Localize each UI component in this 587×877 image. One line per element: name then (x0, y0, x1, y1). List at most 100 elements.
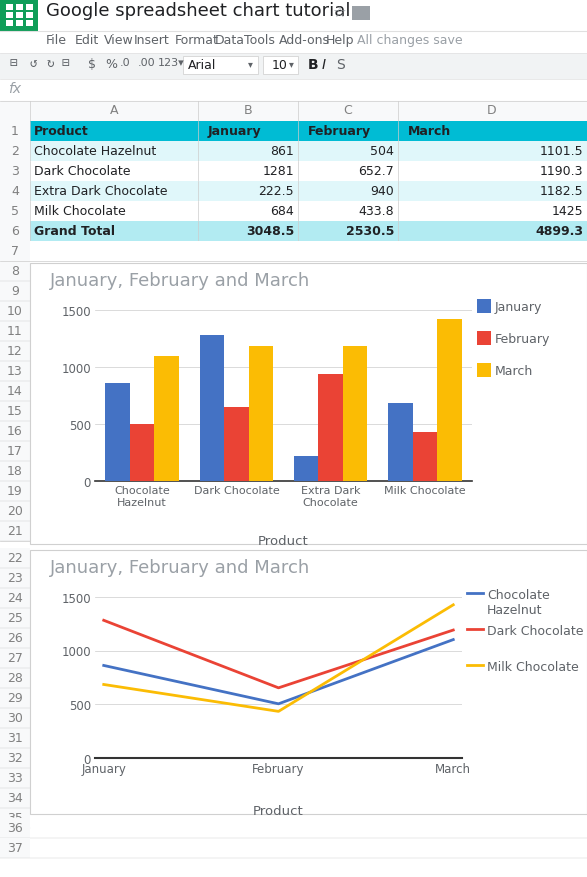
Bar (30, 182, 587, 202)
Text: 8: 8 (11, 265, 19, 278)
Bar (318, 374, 343, 481)
Bar (0, 768, 30, 788)
Text: 28: 28 (7, 671, 23, 684)
Bar (30, 222, 587, 242)
Bar (0, 322, 30, 342)
Text: Chocolate
Hazelnut: Chocolate Hazelnut (487, 588, 550, 617)
Bar (154, 356, 179, 481)
Text: 24: 24 (7, 591, 23, 604)
Bar (0, 609, 30, 628)
Text: March: March (408, 125, 451, 138)
Bar (200, 336, 224, 481)
Text: 19: 19 (7, 484, 23, 497)
Text: 18: 18 (7, 465, 23, 477)
Text: 15: 15 (7, 404, 23, 417)
Bar (30, 142, 587, 162)
Text: 504: 504 (370, 145, 394, 158)
Bar (0, 461, 30, 481)
Text: %: % (105, 58, 117, 71)
Text: A: A (110, 103, 118, 117)
Text: ⊟: ⊟ (62, 57, 69, 70)
Text: January, February and March: January, February and March (50, 559, 311, 576)
Text: Extra Dark Chocolate: Extra Dark Chocolate (34, 185, 167, 198)
Bar (0, 381, 30, 402)
Text: 23: 23 (7, 571, 23, 584)
Text: 2: 2 (11, 145, 19, 158)
Text: C: C (343, 103, 352, 117)
Text: 11: 11 (7, 324, 23, 338)
Text: 13: 13 (7, 365, 23, 378)
Bar (413, 432, 437, 481)
Bar (30, 551, 587, 814)
Text: 3: 3 (11, 165, 19, 178)
Bar (0, 361, 30, 381)
Bar (0, 628, 30, 648)
Bar (0, 32, 587, 54)
Bar (0, 668, 30, 688)
Bar (0, 242, 30, 261)
Text: Milk Chocolate: Milk Chocolate (487, 660, 579, 674)
Bar (0, 162, 30, 182)
Bar (183, 57, 258, 75)
Text: Product: Product (34, 125, 89, 138)
Text: 32: 32 (7, 751, 23, 764)
Text: B: B (244, 103, 252, 117)
Text: 20: 20 (7, 504, 23, 517)
Text: S: S (336, 58, 345, 72)
Text: Data: Data (215, 34, 245, 47)
Bar (26, 21, 33, 27)
Text: .0: .0 (120, 58, 131, 68)
Bar (0, 441, 30, 461)
Text: Insert: Insert (134, 34, 170, 47)
Bar (0, 242, 587, 261)
Text: 433.8: 433.8 (359, 204, 394, 217)
Bar (106, 383, 130, 481)
Text: Arial: Arial (188, 59, 217, 72)
Bar (0, 688, 30, 709)
Text: 1182.5: 1182.5 (539, 185, 583, 198)
Bar (0, 548, 30, 568)
Text: 4: 4 (11, 185, 19, 198)
Text: View: View (104, 34, 134, 47)
Text: Product: Product (258, 534, 308, 547)
Bar (0, 648, 30, 668)
Bar (0, 182, 30, 202)
Bar (477, 364, 491, 378)
Bar (0, 728, 30, 748)
Text: 29: 29 (7, 691, 23, 704)
Text: ↺: ↺ (30, 57, 38, 70)
Text: $: $ (88, 58, 96, 71)
Text: ▾: ▾ (248, 59, 253, 69)
Bar (30, 122, 587, 142)
Bar (0, 568, 30, 588)
Text: 33: 33 (7, 771, 23, 784)
Bar (0, 102, 587, 122)
Text: Edit: Edit (75, 34, 99, 47)
Bar (0, 202, 30, 222)
Text: 27: 27 (7, 652, 23, 664)
Text: 21: 21 (7, 524, 23, 538)
Text: 5: 5 (11, 204, 19, 217)
Text: January: January (208, 125, 262, 138)
Bar (0, 838, 587, 858)
Bar (30, 162, 587, 182)
Text: Chocolate Hazelnut: Chocolate Hazelnut (34, 145, 156, 158)
Bar (0, 588, 30, 609)
Text: 684: 684 (270, 204, 294, 217)
Text: 9: 9 (11, 285, 19, 297)
Text: February: February (308, 125, 371, 138)
Text: 22: 22 (7, 552, 23, 565)
Bar (0, 261, 30, 282)
Bar (0, 838, 30, 858)
Text: January: January (495, 301, 542, 314)
Text: Grand Total: Grand Total (34, 225, 115, 238)
Text: D: D (487, 103, 497, 117)
Bar (263, 57, 298, 75)
Text: 652.7: 652.7 (358, 165, 394, 178)
Bar (352, 7, 370, 21)
Bar (0, 481, 30, 502)
Text: February: February (495, 332, 551, 346)
Bar (0, 282, 30, 302)
Bar (388, 403, 413, 481)
Text: 17: 17 (7, 445, 23, 458)
